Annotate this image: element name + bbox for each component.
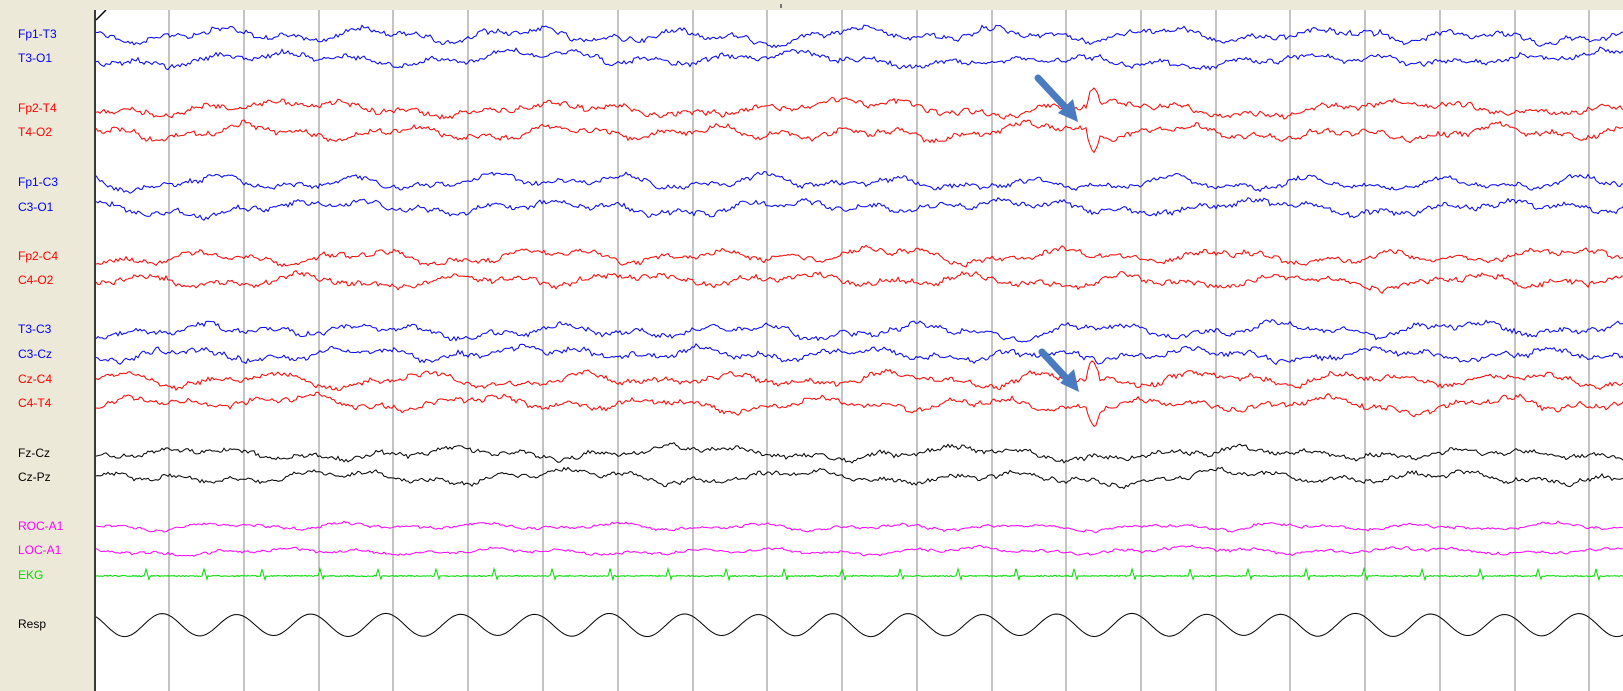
ruler-tick-mark xyxy=(780,4,782,8)
time-grid xyxy=(168,10,1590,691)
annotations xyxy=(1034,74,1079,392)
trace-cz-c4 xyxy=(96,360,1623,392)
trace-fz-cz xyxy=(96,441,1623,464)
trace-fp1-c3 xyxy=(96,171,1623,194)
trace-resp xyxy=(96,612,1623,638)
channel-label-c3-o1[interactable]: C3-O1 xyxy=(18,200,54,214)
channel-label-c4-t4[interactable]: C4-T4 xyxy=(18,396,52,410)
channel-label-resp[interactable]: Resp xyxy=(18,617,47,631)
trace-c4-o2 xyxy=(96,269,1623,295)
trace-cz-pz xyxy=(96,466,1623,490)
channel-label-c3-cz[interactable]: C3-Cz xyxy=(18,347,53,361)
trace-t3-c3 xyxy=(96,319,1623,343)
channel-label-cz-c4[interactable]: Cz-C4 xyxy=(18,372,53,386)
annotation-arrow-icon xyxy=(1034,74,1078,122)
eeg-trace-area[interactable] xyxy=(94,10,1623,691)
channel-label-fz-cz[interactable]: Fz-Cz xyxy=(18,446,50,460)
channel-label-fp2-t4[interactable]: Fp2-T4 xyxy=(18,101,57,115)
trace-ekg xyxy=(96,566,1623,582)
trace-t4-o2 xyxy=(96,119,1623,154)
trace-fp2-c4 xyxy=(96,244,1623,268)
channel-label-fp1-t3[interactable]: Fp1-T3 xyxy=(18,27,57,41)
trace-c3-cz xyxy=(96,342,1623,366)
corner-marker-icon xyxy=(96,10,107,21)
channel-label-c4-o2[interactable]: C4-O2 xyxy=(18,273,54,287)
trace-c3-o1 xyxy=(96,196,1623,221)
channel-label-fp1-c3[interactable]: Fp1-C3 xyxy=(18,175,59,189)
eeg-traces xyxy=(96,24,1623,638)
channel-label-roc-a1[interactable]: ROC-A1 xyxy=(18,519,64,533)
channel-label-loc-a1[interactable]: LOC-A1 xyxy=(18,543,62,557)
channel-label-t4-o2[interactable]: T4-O2 xyxy=(18,125,53,139)
eeg-waveform-canvas[interactable] xyxy=(96,10,1623,691)
trace-c4-t4 xyxy=(96,391,1623,427)
trace-fp2-t4 xyxy=(96,87,1623,120)
trace-t3-o1 xyxy=(96,46,1623,71)
annotation-arrow-icon xyxy=(1038,348,1079,392)
channel-label-column: Fp1-T3 T3-O1 Fp2-T4 T4-O2 Fp1-C3 C3-O1 F… xyxy=(0,10,94,691)
trace-fp1-t3 xyxy=(96,24,1623,49)
channel-label-ekg[interactable]: EKG xyxy=(18,568,44,582)
trace-loc-a1 xyxy=(96,544,1623,557)
channel-label-t3-c3[interactable]: T3-C3 xyxy=(18,322,52,336)
channel-label-fp2-c4[interactable]: Fp2-C4 xyxy=(18,249,59,263)
channel-label-cz-pz[interactable]: Cz-Pz xyxy=(18,470,51,484)
channel-label-t3-o1[interactable]: T3-O1 xyxy=(18,51,53,65)
trace-roc-a1 xyxy=(96,520,1623,534)
